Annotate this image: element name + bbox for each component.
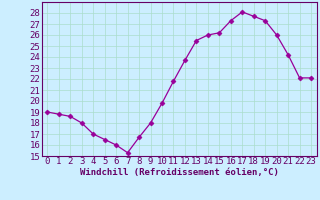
X-axis label: Windchill (Refroidissement éolien,°C): Windchill (Refroidissement éolien,°C) [80, 168, 279, 177]
